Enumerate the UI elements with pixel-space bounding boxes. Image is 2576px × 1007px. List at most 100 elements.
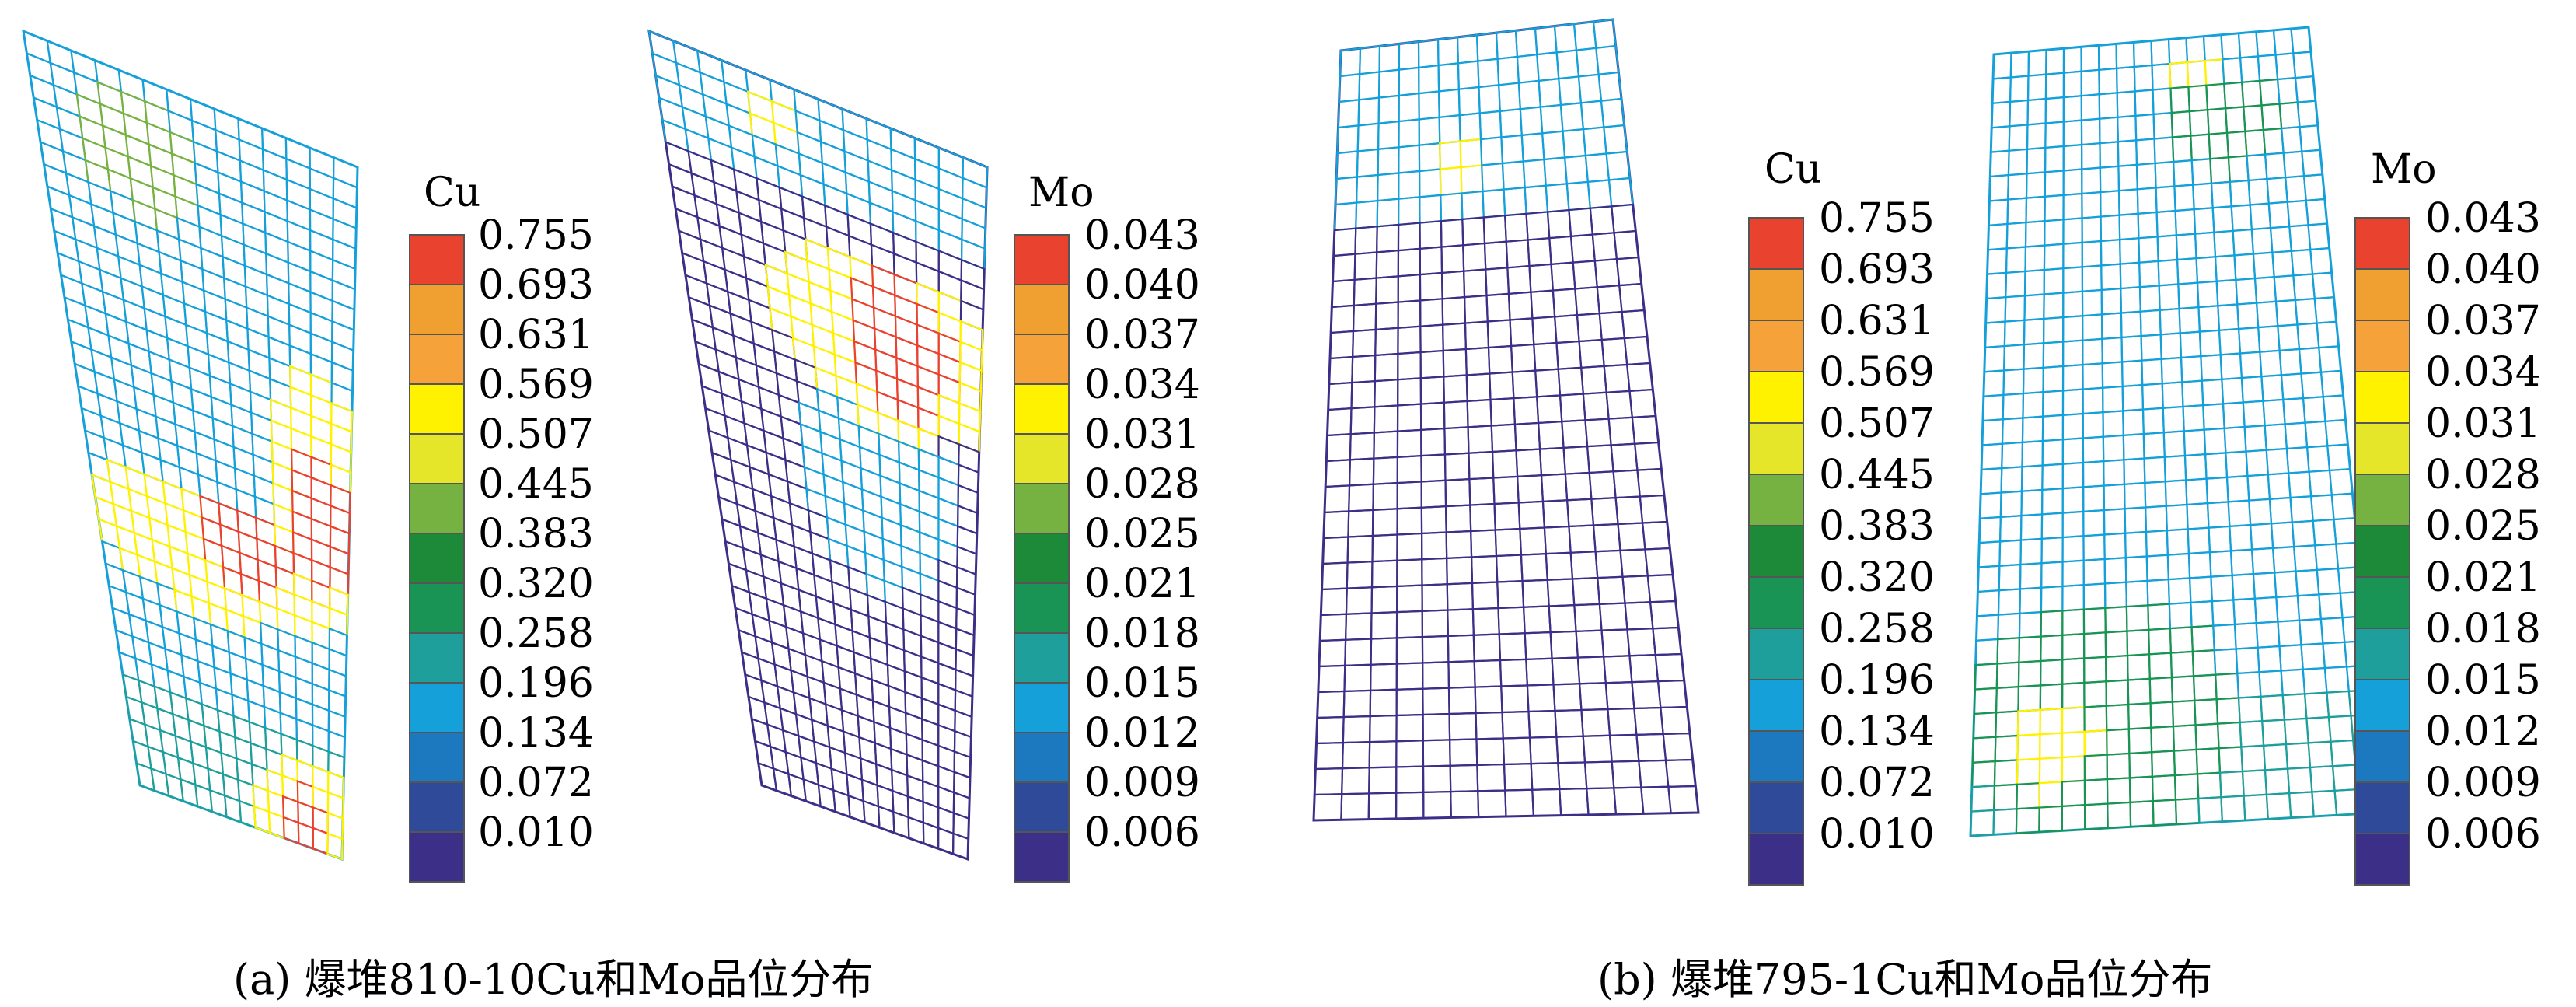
mesh-cell	[2026, 97, 2047, 126]
mesh-cell	[2061, 657, 2086, 685]
mesh-cell	[2104, 605, 2128, 634]
mesh-cell	[2208, 525, 2232, 554]
mesh-cell	[876, 784, 895, 813]
mesh-cell	[1988, 198, 2009, 227]
mesh-cell	[1656, 679, 1688, 709]
mesh-cell	[2190, 600, 2215, 628]
mesh-cell	[2203, 427, 2227, 456]
mesh-cell	[266, 768, 284, 798]
mesh-cell	[2307, 222, 2330, 251]
mesh-cell	[2318, 592, 2344, 621]
legend-b-cu-tick: 0.445	[1819, 452, 1935, 498]
mesh-cell	[1615, 256, 1642, 287]
mesh-cell	[1625, 362, 1654, 393]
mesh-cell	[1495, 554, 1524, 583]
mesh-cell	[2280, 372, 2305, 401]
mesh-cell	[2097, 43, 2118, 71]
mesh-cell	[2187, 526, 2211, 555]
mesh-cell	[1479, 136, 1504, 166]
mesh-cell	[2243, 793, 2269, 822]
mesh-cell	[2105, 679, 2130, 707]
mesh-cell	[327, 750, 346, 779]
mesh-cell	[1447, 634, 1475, 663]
mesh-cell	[1611, 760, 1642, 789]
mesh-cell	[1437, 62, 1460, 93]
mesh-cell	[920, 697, 940, 726]
mesh-cell	[953, 750, 972, 779]
mesh-cell	[1398, 118, 1420, 149]
mesh-cell	[2169, 86, 2190, 114]
mesh-cell	[2292, 544, 2318, 572]
mesh-cell	[2044, 219, 2065, 247]
mesh-cell	[2026, 146, 2047, 175]
mesh-cell	[2303, 691, 2330, 720]
mesh-cell	[2061, 412, 2084, 441]
mesh-cell	[2193, 207, 2215, 235]
mesh-cell	[1358, 71, 1380, 101]
mesh-cell	[2305, 198, 2328, 226]
mesh-cell	[1348, 483, 1375, 512]
mesh-cell	[2312, 518, 2337, 547]
mesh-cell	[2081, 166, 2102, 195]
mesh-cell	[2160, 356, 2183, 385]
mesh-cell	[2171, 135, 2193, 163]
mesh-cell	[2001, 417, 2024, 445]
mesh-cell	[2128, 751, 2154, 779]
mesh-cell	[2107, 801, 2132, 830]
legend-b-mo-tick: 0.034	[2425, 349, 2541, 396]
legend-a-cu-tick: 0.631	[478, 312, 594, 358]
mesh-cell	[2295, 568, 2320, 597]
mesh-cell	[1418, 168, 1442, 198]
legend-swatch	[1014, 334, 1070, 385]
mesh-cell	[1664, 758, 1697, 788]
mesh-cell	[2117, 114, 2138, 143]
mesh-cell	[2003, 344, 2026, 372]
mesh-cell	[1531, 788, 1562, 817]
mesh-cell	[1344, 612, 1373, 641]
legend-swatch	[1014, 682, 1070, 733]
mesh-cell	[1579, 100, 1605, 131]
mesh-cell	[2159, 332, 2183, 360]
mesh-cell	[2177, 281, 2200, 310]
mesh-cell	[2026, 122, 2047, 151]
mesh-cell	[1646, 573, 1677, 603]
mesh-cell	[1652, 626, 1683, 656]
mesh-cell	[2188, 575, 2213, 604]
mesh-cell	[1418, 90, 1440, 121]
mesh-cell	[2167, 37, 2189, 65]
mesh-cell	[2150, 38, 2171, 67]
mesh-cell	[2062, 168, 2083, 197]
mesh-cell	[2017, 659, 2042, 688]
mesh-cell	[1440, 192, 1464, 222]
mesh-cell	[1314, 767, 1344, 796]
mesh-cell	[1325, 433, 1352, 463]
mesh-cell	[1640, 785, 1672, 815]
mesh-cell	[1589, 205, 1615, 236]
mesh-cell	[2333, 517, 2358, 545]
mesh-cell	[1475, 711, 1504, 740]
mesh-cell	[2202, 403, 2225, 431]
mesh-cell	[2255, 29, 2277, 58]
mesh-cell	[1421, 557, 1448, 586]
mesh-cell	[1326, 407, 1353, 437]
mesh-cell	[2309, 247, 2333, 275]
mesh-cell	[2255, 300, 2279, 329]
mesh-cell	[1503, 186, 1527, 217]
mesh-cell	[888, 705, 907, 736]
mesh-cell	[1546, 578, 1576, 607]
legend-b-mo-ticks: 0.043 0.040 0.037 0.034 0.031 0.028 0.02…	[2425, 195, 2541, 858]
mesh-cell	[2250, 226, 2274, 255]
mesh-cell	[1397, 247, 1422, 278]
mesh-cell	[2250, 523, 2274, 551]
mesh-cell	[1995, 685, 2020, 714]
mesh-cell	[1541, 130, 1566, 161]
legend-a-mo-tick: 0.034	[1084, 362, 1200, 408]
mesh-cell	[1559, 102, 1585, 132]
mesh-cell	[1498, 632, 1527, 662]
mesh-cell	[1397, 299, 1422, 329]
mesh-cell	[1482, 214, 1507, 245]
mesh-cell	[2280, 125, 2303, 154]
legend-a-cu-tick: 0.010	[478, 809, 594, 856]
mesh-cell	[2148, 676, 2174, 705]
mesh-cell	[1621, 575, 1652, 604]
